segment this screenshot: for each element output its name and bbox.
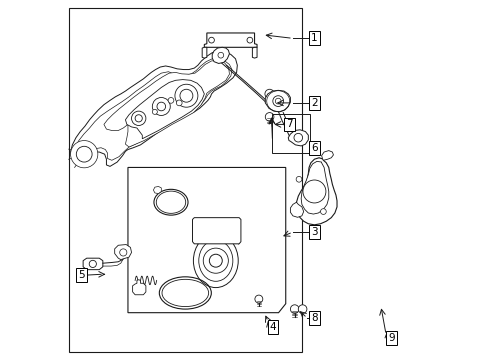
Bar: [272, 114, 309, 153]
Circle shape: [76, 146, 92, 162]
Polygon shape: [296, 158, 336, 225]
Circle shape: [290, 305, 298, 314]
Text: 9: 9: [387, 333, 394, 343]
Circle shape: [203, 248, 228, 273]
Circle shape: [157, 102, 165, 111]
Circle shape: [89, 260, 96, 267]
Ellipse shape: [162, 279, 208, 307]
Text: 4: 4: [269, 322, 276, 332]
Circle shape: [70, 140, 98, 168]
Circle shape: [175, 84, 198, 107]
Text: 5: 5: [78, 270, 84, 280]
Text: 6: 6: [310, 143, 317, 153]
Circle shape: [303, 180, 325, 203]
Ellipse shape: [193, 234, 238, 288]
Circle shape: [265, 113, 273, 121]
Polygon shape: [73, 145, 94, 163]
Polygon shape: [204, 33, 257, 47]
Circle shape: [152, 109, 157, 114]
Circle shape: [293, 134, 302, 142]
Text: 1: 1: [310, 33, 317, 43]
Polygon shape: [252, 47, 257, 58]
Polygon shape: [301, 161, 328, 214]
Circle shape: [152, 98, 170, 116]
Circle shape: [131, 111, 145, 126]
Polygon shape: [212, 47, 229, 63]
Polygon shape: [115, 244, 131, 260]
Circle shape: [275, 98, 281, 104]
Circle shape: [180, 89, 192, 102]
Polygon shape: [128, 167, 285, 313]
Circle shape: [298, 305, 306, 314]
Circle shape: [209, 254, 222, 267]
Circle shape: [208, 37, 214, 43]
Circle shape: [135, 115, 142, 122]
Circle shape: [264, 89, 274, 99]
Polygon shape: [202, 47, 206, 58]
Circle shape: [176, 100, 182, 106]
Text: 8: 8: [310, 313, 317, 323]
Polygon shape: [153, 186, 161, 194]
Polygon shape: [192, 218, 241, 244]
Polygon shape: [125, 80, 204, 139]
Polygon shape: [70, 51, 237, 166]
Text: 2: 2: [310, 98, 317, 108]
Circle shape: [296, 176, 301, 182]
Circle shape: [120, 249, 126, 256]
Polygon shape: [321, 150, 333, 160]
Text: 7: 7: [285, 120, 292, 129]
Polygon shape: [287, 130, 308, 146]
Polygon shape: [83, 258, 102, 270]
Polygon shape: [290, 202, 303, 217]
Circle shape: [272, 96, 283, 107]
Polygon shape: [265, 90, 290, 112]
Polygon shape: [104, 60, 229, 147]
Circle shape: [246, 37, 252, 43]
Text: 3: 3: [310, 227, 317, 237]
Circle shape: [168, 98, 174, 103]
Circle shape: [254, 295, 262, 303]
Polygon shape: [132, 280, 145, 295]
Circle shape: [218, 52, 223, 58]
Polygon shape: [75, 59, 231, 160]
Ellipse shape: [198, 240, 232, 281]
Bar: [69, 8, 301, 352]
Circle shape: [320, 209, 325, 215]
Ellipse shape: [156, 191, 185, 213]
